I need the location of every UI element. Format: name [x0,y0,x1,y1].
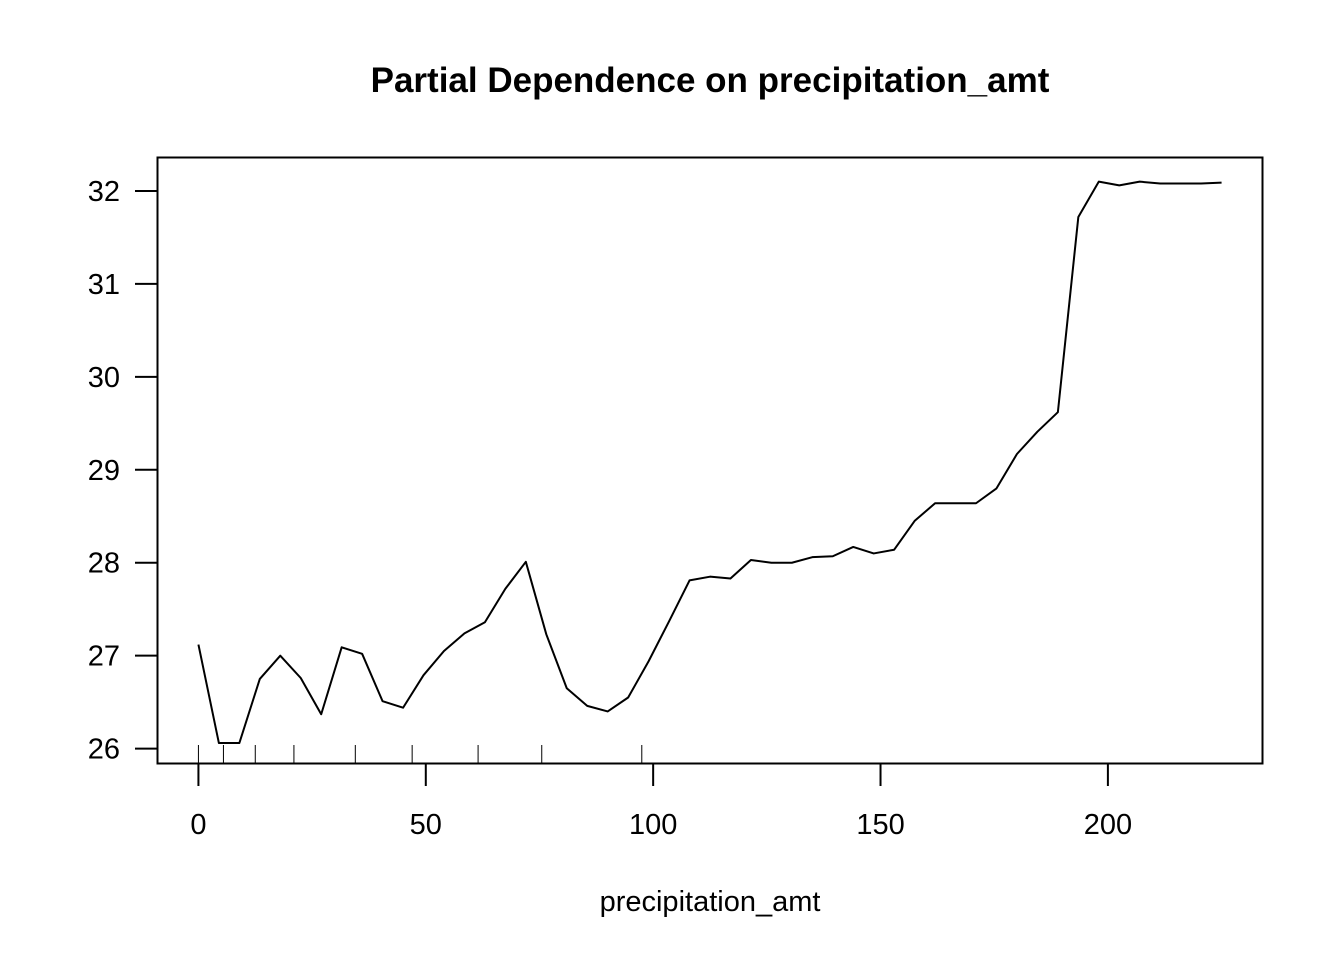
chart-title: Partial Dependence on precipitation_amt [371,61,1050,100]
y-tick-label: 30 [88,362,120,394]
y-axis: 26 27 28 29 30 31 32 [88,176,159,766]
x-axis: 0 50 100 150 200 [190,762,1132,841]
y-tick-label: 27 [88,641,120,673]
y-tick-label: 26 [88,734,120,766]
x-tick-label: 50 [410,809,442,841]
y-tick-label: 28 [88,548,120,580]
plot-frame [156,156,1264,765]
series-layer [197,180,1222,745]
y-tick-label: 29 [88,455,120,487]
x-tick-label: 0 [190,809,206,841]
rug-marks [197,745,643,764]
x-axis-label: precipitation_amt [600,886,821,918]
x-tick-label: 150 [856,809,904,841]
x-tick-label: 100 [629,809,677,841]
series-line [197,180,1222,745]
x-tick-label: 200 [1084,809,1132,841]
y-tick-label: 32 [88,176,120,208]
y-tick-label: 31 [88,269,120,301]
